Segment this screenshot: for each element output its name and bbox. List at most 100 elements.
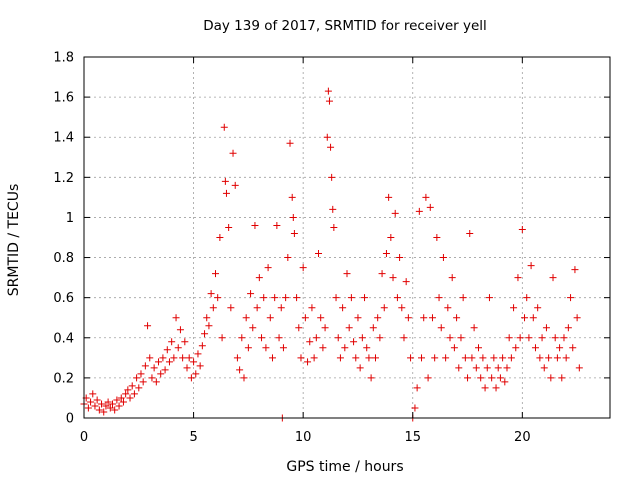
data-point — [214, 294, 222, 302]
data-point — [192, 370, 200, 378]
data-point — [422, 193, 430, 201]
data-point — [308, 304, 316, 312]
data-point — [201, 330, 209, 338]
data-point — [363, 344, 371, 352]
plot-frame — [83, 56, 611, 419]
data-point — [562, 354, 570, 362]
data-point — [327, 143, 335, 151]
data-point — [341, 344, 349, 352]
data-point — [407, 354, 415, 362]
data-point — [227, 304, 235, 312]
y-tick-label: 1.6 — [53, 91, 74, 106]
data-point — [507, 354, 515, 362]
data-point — [117, 394, 125, 402]
data-point — [194, 350, 202, 358]
data-point — [389, 274, 397, 282]
y-tick-label: 0.2 — [53, 371, 74, 386]
data-point — [558, 374, 566, 382]
data-point — [299, 264, 307, 272]
data-point — [244, 344, 252, 352]
data-point — [95, 406, 103, 414]
data-point — [135, 384, 143, 392]
data-point — [464, 374, 472, 382]
chart-title: Day 139 of 2017, SRMTID for receiver yel… — [203, 18, 487, 34]
grid-lines — [84, 57, 610, 418]
data-point — [253, 304, 261, 312]
data-point — [479, 354, 487, 362]
data-point — [258, 334, 266, 342]
data-point — [242, 314, 250, 322]
data-point — [466, 229, 474, 237]
data-point — [492, 384, 500, 392]
data-point — [91, 402, 99, 410]
data-point — [418, 354, 426, 362]
data-point — [262, 344, 270, 352]
data-point — [439, 254, 447, 262]
data-point — [446, 334, 454, 342]
data-point — [450, 344, 458, 352]
y-axis-label: SRMTID / TECUs — [6, 184, 22, 297]
data-point — [268, 354, 276, 362]
data-point — [501, 378, 509, 386]
x-tick-label: 5 — [189, 430, 197, 445]
data-point — [130, 390, 138, 398]
data-point — [334, 334, 342, 342]
data-point — [380, 304, 388, 312]
data-point — [575, 364, 583, 372]
data-point — [573, 314, 581, 322]
data-point — [398, 304, 406, 312]
data-point — [426, 203, 434, 211]
data-point — [485, 294, 493, 302]
data-point — [385, 193, 393, 201]
data-point — [216, 234, 224, 241]
data-point — [187, 374, 195, 382]
data-marks — [80, 87, 583, 422]
data-point — [490, 354, 498, 362]
data-point — [569, 344, 577, 352]
data-point — [247, 290, 255, 298]
data-point — [225, 223, 233, 231]
data-point — [321, 324, 329, 332]
data-point — [183, 364, 191, 372]
data-point — [229, 149, 237, 157]
data-point — [93, 396, 101, 404]
data-point — [496, 374, 504, 382]
data-point — [547, 374, 555, 382]
y-tick-label: 0 — [66, 412, 74, 427]
data-point — [361, 294, 369, 302]
data-point — [115, 402, 123, 410]
data-point — [367, 374, 375, 382]
data-point — [102, 402, 110, 410]
data-point — [345, 324, 353, 332]
data-point — [567, 294, 575, 302]
data-point — [378, 270, 386, 278]
x-tick-label: 0 — [80, 430, 88, 445]
data-point — [84, 404, 92, 412]
data-point — [203, 314, 211, 322]
data-point — [347, 294, 355, 302]
y-tick-label: 0.8 — [53, 251, 74, 266]
data-point — [249, 324, 257, 332]
data-point — [514, 274, 522, 282]
data-point — [150, 364, 158, 372]
data-point — [185, 354, 193, 362]
data-point — [540, 364, 548, 372]
data-point — [168, 338, 176, 346]
data-point — [371, 354, 379, 362]
data-point — [435, 294, 443, 302]
data-point — [358, 334, 366, 342]
data-point — [301, 314, 309, 322]
data-point — [288, 193, 296, 201]
data-point — [100, 408, 108, 416]
data-point — [442, 354, 450, 362]
data-point — [527, 262, 535, 270]
data-point — [289, 213, 297, 221]
data-point — [477, 374, 485, 382]
data-point — [470, 324, 478, 332]
data-point — [521, 314, 529, 322]
x-axis-label: GPS time / hours — [286, 459, 403, 475]
data-point — [198, 342, 206, 350]
data-point — [564, 324, 572, 332]
data-point — [89, 390, 97, 398]
data-point — [141, 362, 149, 370]
